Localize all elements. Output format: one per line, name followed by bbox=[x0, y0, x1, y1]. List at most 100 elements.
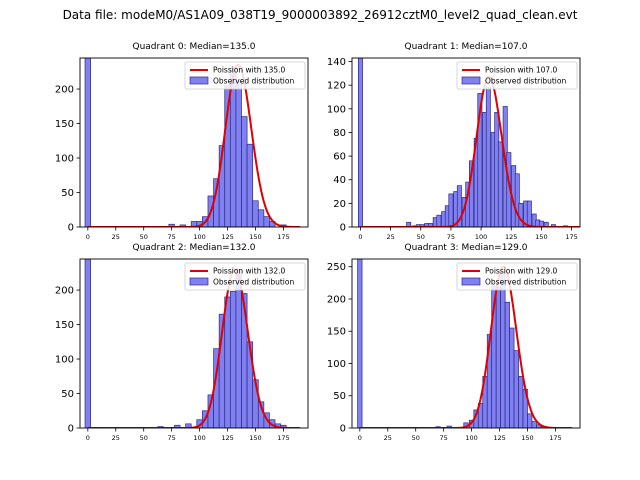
quadrant-3-frame bbox=[351, 258, 581, 429]
quadrant-2-xtick-label-75: 75 bbox=[168, 434, 176, 442]
quadrant-3-ytick-label-150: 150 bbox=[327, 327, 346, 338]
quadrant-2-ytick-label-200: 200 bbox=[55, 286, 74, 297]
quadrant-2-title: Quadrant 2: Median=132.0 bbox=[133, 243, 256, 253]
quadrant-0-ytick-label-0: 0 bbox=[68, 223, 74, 234]
quadrant-1-ytick-label-80: 80 bbox=[333, 128, 346, 139]
quadrant-2-bar-0 bbox=[84, 259, 91, 428]
quadrant-0-xtick-label-125: 125 bbox=[221, 233, 233, 241]
quadrant-3-legend-bar-swatch bbox=[461, 277, 481, 286]
quadrant-1-xtick-label-175: 175 bbox=[565, 233, 577, 241]
quadrant-2-xtick-label-0: 0 bbox=[86, 434, 90, 442]
quadrant-1-legend-bar-swatch bbox=[461, 76, 481, 85]
quadrant-3-title: Quadrant 3: Median=129.0 bbox=[405, 243, 528, 253]
quadrant-3-bar-10 bbox=[495, 287, 501, 428]
quadrant-1-bar-35 bbox=[550, 224, 556, 227]
quadrant-1-ytick-label-100: 100 bbox=[327, 104, 346, 115]
quadrant-3-legend-bar-label: Observed distribution bbox=[485, 278, 566, 287]
quadrant-0-ytick-label-100: 100 bbox=[55, 154, 74, 165]
quadrant-2-ytick-label-150: 150 bbox=[55, 320, 74, 331]
quadrant-3-ytick-label-50: 50 bbox=[333, 391, 346, 402]
quadrant-2-ytick-label-0: 0 bbox=[68, 424, 74, 435]
quadrant-3-xtick-label-75: 75 bbox=[440, 434, 448, 442]
quadrant-3-xtick-label-0: 0 bbox=[358, 434, 362, 442]
quadrant-1-poisson-curve bbox=[360, 75, 580, 227]
quadrant-0-chart: Quadrant 0: Median=135.0 0 25 50 75 100 125 150… bbox=[55, 42, 309, 241]
quadrant-0-bar-13 bbox=[246, 143, 254, 227]
quadrant-2-legend-curve-label: Poission with 132.0 bbox=[213, 267, 286, 276]
quadrant-3-legend: Poission with 129.0 Observed distribution bbox=[456, 262, 578, 291]
quadrant-1-xtick-label-100: 100 bbox=[475, 233, 487, 241]
quadrant-1-bar-28 bbox=[518, 203, 524, 227]
quadrant-1-frame bbox=[351, 57, 581, 228]
quadrant-0-legend-bar-swatch bbox=[189, 76, 209, 85]
quadrant-0-frame bbox=[79, 57, 309, 228]
quadrant-1-bar-33 bbox=[538, 220, 544, 227]
quadrant-3-xtick-label-125: 125 bbox=[493, 434, 505, 442]
quadrant-0-xtick-label-25: 25 bbox=[112, 233, 120, 241]
quadrant-3-ytick-label-250: 250 bbox=[327, 262, 346, 273]
quadrant-2-xtick-label-50: 50 bbox=[140, 434, 148, 442]
quadrant-3-xtick-label-100: 100 bbox=[465, 434, 477, 442]
quadrant-0-xtick-label-100: 100 bbox=[193, 233, 205, 241]
quadrant-2-bar-11 bbox=[235, 268, 242, 428]
quadrant-0-legend-bar-label: Observed distribution bbox=[213, 77, 294, 86]
quadrant-0-xtick-label-150: 150 bbox=[249, 233, 261, 241]
figure-title: Data file: modeM0/AS1A09_038T19_90000038… bbox=[62, 8, 578, 22]
quadrant-1-xtick-label-0: 0 bbox=[358, 233, 362, 241]
quadrant-1-xtick-label-25: 25 bbox=[386, 233, 394, 241]
quadrant-1-chart: Quadrant 1: Median=107.0 0 25 50 75 100 125 150… bbox=[327, 42, 581, 241]
quadrant-1-bar-0 bbox=[357, 58, 363, 227]
quadrant-3-xtick-label-50: 50 bbox=[412, 434, 420, 442]
quadrant-2-xtick-label-100: 100 bbox=[193, 434, 205, 442]
quadrant-1-legend-box bbox=[456, 61, 578, 90]
quadrant-3-xtick-label-25: 25 bbox=[384, 434, 392, 442]
quadrant-3-ytick-label-200: 200 bbox=[327, 294, 346, 305]
quadrant-3-xtick-label-150: 150 bbox=[521, 434, 533, 442]
quadrant-1-bar-11 bbox=[448, 193, 454, 227]
quadrant-1-bar-8 bbox=[436, 214, 442, 227]
quadrant-2-bar-9 bbox=[224, 296, 231, 428]
quadrant-1-ytick-label-0: 0 bbox=[340, 223, 346, 234]
quadrant-0-bar-0 bbox=[84, 58, 91, 227]
quadrant-3-ytick-label-100: 100 bbox=[327, 359, 346, 370]
quadrant-2-xtick-label-150: 150 bbox=[249, 434, 261, 442]
quadrant-2-poisson-curve bbox=[87, 268, 301, 428]
quadrant-0-bar-14 bbox=[252, 200, 259, 227]
quadrant-2-xtick-label-175: 175 bbox=[277, 434, 289, 442]
quadrant-2-legend-box bbox=[184, 262, 306, 291]
quadrant-3-bar-18 bbox=[531, 421, 537, 428]
quadrant-3-bar-14 bbox=[513, 350, 519, 428]
quadrant-3-chart: Quadrant 3: Median=129.0 0 25 50 75 100 125 150… bbox=[327, 243, 581, 442]
quadrant-1-bar-4 bbox=[419, 224, 425, 227]
quadrant-1-legend: Poission with 107.0 Observed distribution bbox=[456, 61, 578, 90]
quadrant-3-bar-15 bbox=[518, 376, 524, 428]
quadrant-3-poisson-curve bbox=[359, 265, 573, 428]
quadrant-1-legend-bar-label: Observed distribution bbox=[485, 77, 566, 86]
quadrant-1-xtick-label-125: 125 bbox=[505, 233, 517, 241]
quadrant-2-ytick-label-50: 50 bbox=[61, 389, 74, 400]
quadrant-1-ytick-label-20: 20 bbox=[333, 199, 346, 210]
quadrant-2-frame bbox=[79, 258, 309, 429]
quadrant-1-ytick-label-120: 120 bbox=[327, 81, 346, 92]
quadrant-2-chart: Quadrant 2: Median=132.0 0 25 50 75 100 125 150… bbox=[55, 243, 309, 442]
quadrant-2-bar-10 bbox=[229, 291, 237, 428]
quadrant-1-xtick-label-150: 150 bbox=[535, 233, 547, 241]
quadrant-3-bars bbox=[357, 259, 546, 428]
quadrant-1-ytick-label-140: 140 bbox=[327, 57, 346, 68]
quadrant-3-bar-12 bbox=[504, 301, 510, 428]
quadrant-2-legend-bar-label: Observed distribution bbox=[213, 278, 294, 287]
quadrant-3-bar-0 bbox=[357, 259, 363, 428]
quadrant-0-title: Quadrant 0: Median=135.0 bbox=[133, 42, 256, 52]
quadrant-0-legend-curve-label: Poission with 135.0 bbox=[213, 66, 286, 75]
quadrant-0-xtick-label-50: 50 bbox=[140, 233, 148, 241]
quadrant-3-bar-11 bbox=[500, 272, 506, 428]
quadrant-0-xtick-label-175: 175 bbox=[277, 233, 289, 241]
quadrant-1-xtick-label-50: 50 bbox=[417, 233, 425, 241]
quadrant-3-legend-curve-label: Poission with 129.0 bbox=[485, 267, 558, 276]
quadrant-3-xtick-label-175: 175 bbox=[549, 434, 561, 442]
quadrant-1-ytick-label-40: 40 bbox=[333, 175, 346, 186]
quadrant-1-bar-20 bbox=[485, 87, 491, 227]
quadrant-0-xtick-label-75: 75 bbox=[168, 233, 176, 241]
